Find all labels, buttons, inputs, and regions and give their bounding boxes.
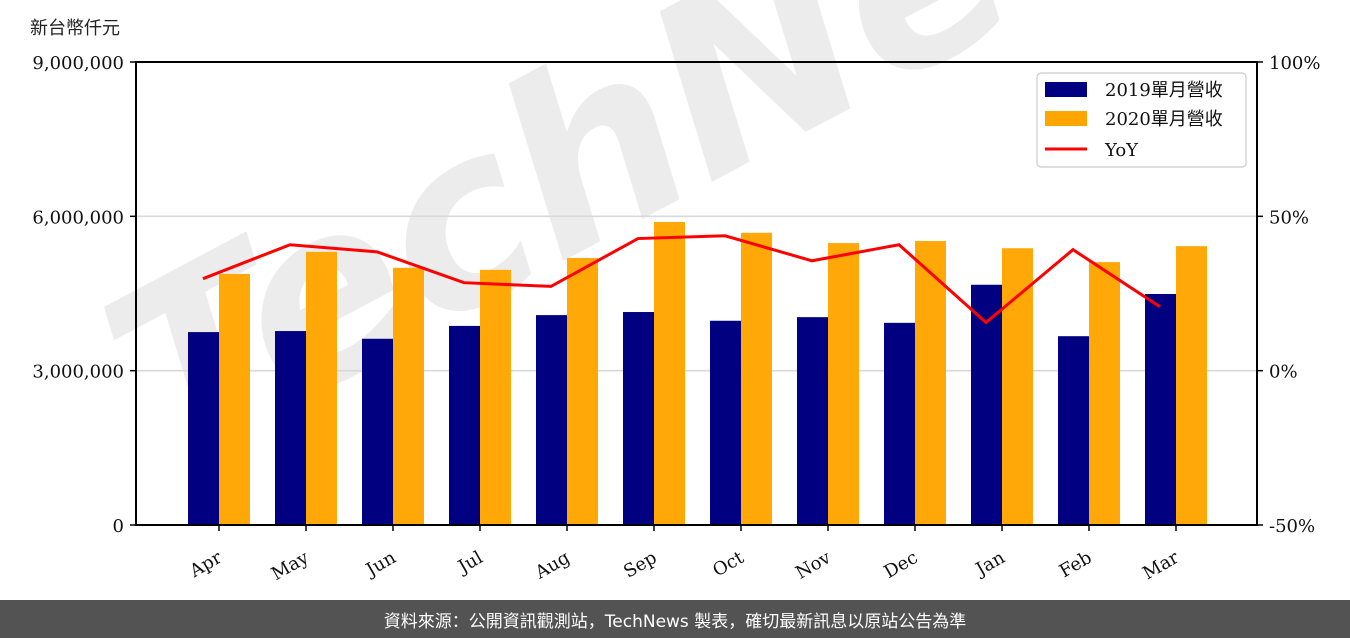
x-tick-label: Sep xyxy=(620,547,660,582)
bar-2020-sep xyxy=(654,221,685,525)
x-tick-label: May xyxy=(268,547,313,585)
revenue-chart: TechNews 03,000,0006,000,0009,000,000-50… xyxy=(32,0,1350,585)
x-tick-label: Jul xyxy=(453,547,487,579)
bar-2019-may xyxy=(275,331,306,525)
bar-2020-jul xyxy=(480,269,511,525)
plot-frame xyxy=(135,61,1258,526)
bar-2020-dec xyxy=(915,241,946,525)
legend-label-2019: 2019單月營收 xyxy=(1105,80,1223,101)
x-tick-label: Mar xyxy=(1139,547,1183,584)
bar-2019-sep xyxy=(623,312,654,525)
x-tick-label: Oct xyxy=(709,547,748,582)
x-tick-label: Dec xyxy=(881,547,922,583)
source-footer: 資料來源：公開資訊觀測站，TechNews 製表，確切最新訊息以原站公告為準 xyxy=(0,600,1350,638)
bar-2019-jul xyxy=(449,325,480,525)
y2-tick-label: 50% xyxy=(1269,207,1309,228)
bar-2019-jan xyxy=(971,284,1002,525)
bar-2019-dec xyxy=(884,322,915,525)
yoy-line xyxy=(202,234,1161,325)
x-tick-label: Nov xyxy=(792,547,835,584)
bar-2020-feb xyxy=(1089,262,1120,525)
bar-series xyxy=(188,221,1207,525)
bar-2019-mar xyxy=(1145,294,1176,525)
x-tick-label: Feb xyxy=(1056,547,1096,582)
legend: 2019單月營收 2020單月營收 YoY xyxy=(1036,72,1247,168)
legend-box xyxy=(1036,72,1247,168)
bar-2019-apr xyxy=(188,332,219,525)
y-tick-label: 6,000,000 xyxy=(32,207,124,228)
bar-2019-feb xyxy=(1058,336,1089,525)
x-tick-label: Jan xyxy=(971,547,1009,581)
legend-label-2020: 2020單月營收 xyxy=(1105,109,1223,130)
x-tick-label: Aug xyxy=(531,547,574,584)
bar-2020-oct xyxy=(741,232,772,525)
bar-2019-nov xyxy=(797,317,828,525)
bar-2020-mar xyxy=(1176,246,1207,525)
yoy-line-series xyxy=(202,234,1161,325)
bar-2019-jun xyxy=(362,338,393,525)
footer-text: 資料來源：公開資訊觀測站，TechNews 製表，確切最新訊息以原站公告為準 xyxy=(383,611,967,632)
y-tick-label: 0 xyxy=(113,516,124,537)
legend-swatch-2020 xyxy=(1045,111,1087,126)
y-tick-label: 3,000,000 xyxy=(32,362,124,383)
bar-2020-jan xyxy=(1002,248,1033,525)
y-axis-unit-label: 新台幣仟元 xyxy=(30,18,120,39)
legend-label-yoy: YoY xyxy=(1104,140,1139,161)
bar-2020-may xyxy=(306,251,337,525)
y2-tick-label: 100% xyxy=(1269,53,1320,74)
y-tick-label: 9,000,000 xyxy=(32,53,124,74)
legend-swatch-2019 xyxy=(1045,82,1087,97)
x-tick-label: Jun xyxy=(361,547,400,582)
y2-tick-label: -50% xyxy=(1269,516,1315,537)
bar-2019-oct xyxy=(710,320,741,525)
bar-2019-aug xyxy=(536,315,567,525)
y2-tick-label: 0% xyxy=(1269,362,1298,383)
bar-2020-nov xyxy=(828,243,859,525)
bar-2020-jun xyxy=(393,267,424,525)
x-tick-label: Apr xyxy=(185,547,225,582)
bar-2020-aug xyxy=(567,258,598,525)
bar-2020-apr xyxy=(219,273,250,525)
